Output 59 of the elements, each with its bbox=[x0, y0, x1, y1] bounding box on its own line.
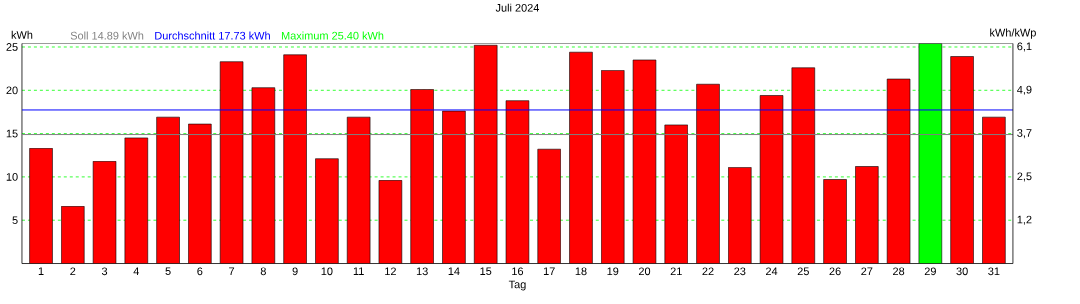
bar bbox=[601, 70, 625, 264]
chart-title: Juli 2024 bbox=[495, 3, 540, 12]
x-tick-label: 5 bbox=[165, 267, 171, 276]
x-tick-label: 14 bbox=[448, 267, 460, 276]
x-tick-label: 28 bbox=[893, 267, 905, 276]
x-tick-label: 13 bbox=[416, 267, 428, 276]
y-tick-label: 15 bbox=[6, 130, 18, 138]
x-tick-label: 9 bbox=[292, 267, 298, 276]
x-tick-label: 31 bbox=[988, 267, 1000, 276]
bar bbox=[855, 166, 879, 264]
x-tick-label: 8 bbox=[260, 267, 266, 276]
x-tick-label: 29 bbox=[924, 267, 936, 276]
x-tick-label: 3 bbox=[101, 267, 108, 276]
x-tick-label: 19 bbox=[607, 267, 619, 276]
x-tick-label: 24 bbox=[766, 267, 778, 276]
bar bbox=[61, 206, 85, 264]
x-tick-label: 2 bbox=[70, 267, 76, 276]
x-tick-label: 7 bbox=[229, 267, 235, 276]
text: Maximum 25.40 kWh bbox=[281, 31, 384, 40]
x-tick-label: 10 bbox=[321, 267, 333, 276]
y2-axis-title: kWh/kWp bbox=[990, 28, 1036, 39]
y-tick-label: 25 bbox=[6, 43, 18, 52]
bar bbox=[29, 148, 53, 264]
bar bbox=[283, 54, 307, 264]
ref-line-label: Durchschnitt 17.73 kWh bbox=[155, 31, 270, 40]
x-tick-label: 21 bbox=[670, 267, 682, 276]
y-axis-title: kWh bbox=[11, 30, 33, 39]
y2-tick-label: 2,5 bbox=[1017, 172, 1032, 182]
bar bbox=[664, 124, 688, 264]
x-tick-label: 26 bbox=[829, 267, 841, 276]
y-tick-label: 20 bbox=[6, 86, 18, 95]
y2-tick-label: 6,1 bbox=[1017, 42, 1032, 52]
y2-tick-label: 4,9 bbox=[1017, 86, 1032, 96]
x-tick-label: 15 bbox=[480, 267, 492, 276]
x-tick-label: 17 bbox=[543, 267, 555, 276]
x-tick-label: 1 bbox=[38, 267, 44, 276]
bar bbox=[950, 56, 974, 264]
bar bbox=[823, 179, 847, 264]
y2-tick-label: 3,7 bbox=[1017, 129, 1032, 139]
x-tick-label: 12 bbox=[385, 267, 396, 276]
x-axis-title: Tag bbox=[508, 280, 526, 291]
x-tick-label: 30 bbox=[956, 267, 968, 276]
ref-line-label: Soll 14.89 kWh bbox=[70, 31, 144, 40]
y2-tick-label: 1,2 bbox=[1017, 215, 1032, 225]
x-tick-label: 27 bbox=[861, 267, 873, 276]
x-tick-label: 6 bbox=[197, 267, 203, 276]
bar bbox=[728, 167, 752, 264]
x-tick-label: 16 bbox=[512, 267, 524, 276]
y-tick-label: 10 bbox=[6, 173, 18, 182]
y-tick-label: 5 bbox=[12, 216, 18, 225]
x-tick-label: 20 bbox=[638, 267, 651, 276]
bar bbox=[410, 89, 434, 264]
x-tick-label: 23 bbox=[734, 267, 746, 276]
bar bbox=[315, 158, 339, 264]
x-tick-label: 11 bbox=[353, 267, 364, 276]
x-tick-label: 18 bbox=[575, 267, 587, 276]
x-tick-label: 22 bbox=[702, 267, 714, 276]
x-tick-label: 25 bbox=[797, 267, 809, 276]
x-tick-label: 4 bbox=[133, 267, 140, 276]
